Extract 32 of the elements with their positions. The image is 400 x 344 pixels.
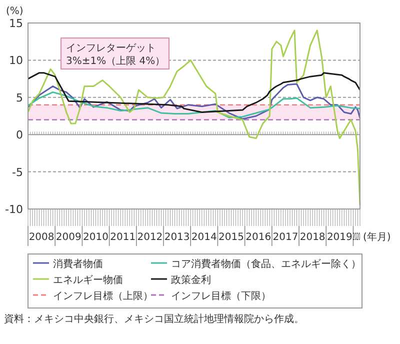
y-tick-label: 15 (9, 17, 23, 30)
legend-label: エネルギー物価 (53, 274, 123, 286)
x-tick-label: 2016 (246, 232, 272, 243)
annotation: インフレターゲット 3%±1%（上限 4%） (66, 43, 166, 67)
legend-label: コア消費者物価（食品、エネルギー除く） (171, 258, 361, 270)
y-tick-label: -10 (5, 203, 23, 216)
x-tick-label: 2018 (300, 232, 326, 243)
x-axis-title: (年月) (363, 231, 391, 243)
x-tick-label: 2014 (191, 232, 217, 243)
line-series (27, 83, 361, 120)
x-tick-label: 2015 (218, 232, 244, 243)
legend-label: 政策金利 (171, 274, 211, 286)
line-series (27, 91, 361, 118)
x-tick-label: 2009 (56, 232, 82, 243)
text: 資料：メキシコ中央銀行、メキシコ国立統計地理情報院から作成。 (4, 313, 304, 325)
x-tick-label: 2008 (28, 232, 54, 243)
x-tick-label: 2013 (164, 232, 190, 243)
y-tick-label: -5 (12, 166, 23, 179)
legend-label: 消費者物価 (53, 258, 103, 270)
y-axis-title: (%) (6, 6, 24, 17)
line-series (27, 30, 361, 206)
x-tick-label: 2017 (272, 232, 298, 243)
x-tick-label: 2011 (110, 232, 136, 243)
legend-label: インフレ目標（上限） (53, 290, 153, 302)
x-tick-label: 2010 (83, 232, 108, 243)
y-tick-label: 0 (16, 128, 23, 142)
x-tick-label: 2019 (326, 232, 352, 243)
y-tick-label: 5 (16, 91, 23, 104)
legend-label: インフレ目標（下限） (171, 290, 271, 302)
y-tick-label: 10 (9, 54, 23, 68)
line-series (27, 72, 361, 114)
x-tick-label: 2012 (137, 232, 163, 243)
